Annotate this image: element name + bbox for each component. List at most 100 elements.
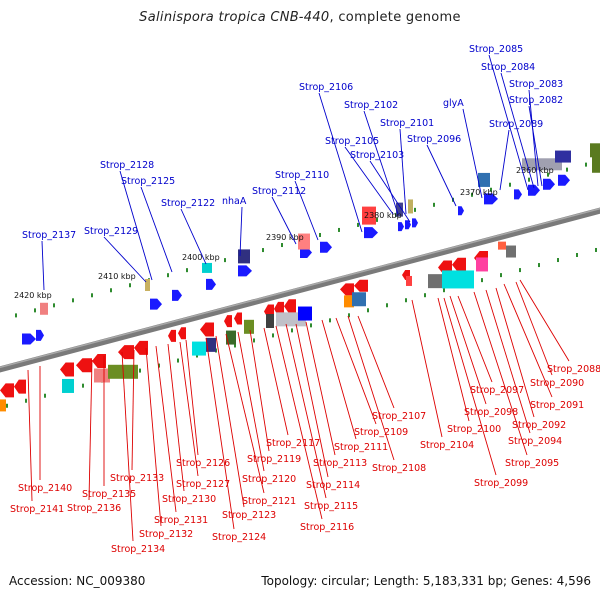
reverse-label-line <box>437 297 470 422</box>
feature-block <box>40 302 48 315</box>
reverse-label-line <box>347 315 395 461</box>
reverse-label-line <box>27 369 33 502</box>
forward-gene-arrow <box>206 278 216 290</box>
reverse-label-line <box>443 297 497 476</box>
feature-block <box>476 257 488 272</box>
reverse-tick <box>424 293 426 298</box>
feature-block <box>522 158 562 171</box>
forward-label-line <box>363 110 399 215</box>
forward-label-line <box>499 129 510 191</box>
forward-label-lines <box>41 54 543 291</box>
accession-label: Accession: <box>9 574 73 588</box>
reverse-gene-label: Strop_2133 <box>110 473 164 484</box>
reverse-gene-label: Strop_2090 <box>530 378 584 389</box>
gene-feature-blocks <box>0 143 600 412</box>
reverse-label-line <box>285 323 327 499</box>
forward-tick <box>319 232 321 237</box>
feature-block <box>145 279 150 292</box>
feature-block <box>62 378 74 393</box>
reverse-gene-label: Strop_2132 <box>139 529 193 540</box>
reverse-tick <box>329 318 331 323</box>
reverse-label-line <box>121 351 134 542</box>
reverse-label-line <box>225 333 265 494</box>
feature-block <box>244 319 254 334</box>
feature-block <box>408 199 413 214</box>
reverse-gene-arrow <box>224 315 232 328</box>
forward-gene-label: Strop_2137 <box>22 230 76 241</box>
reverse-label-line <box>485 289 531 434</box>
forward-gene-arrow <box>528 184 540 196</box>
reverse-gene-label: Strop_2136 <box>67 503 121 514</box>
forward-gene-arrow <box>150 298 162 310</box>
reverse-gene-arrow <box>178 327 186 340</box>
reverse-tick <box>139 368 141 373</box>
forward-label-line <box>140 186 173 273</box>
feature-block <box>478 172 490 187</box>
length-label: Length: <box>373 574 420 588</box>
forward-gene-arrow <box>22 333 36 345</box>
reverse-gene-label: Strop_2135 <box>82 489 136 500</box>
organism-name: Salinispora tropica CNB-440 <box>139 10 330 25</box>
reverse-tick <box>519 268 521 273</box>
genes-label: Genes: <box>510 574 553 588</box>
reverse-gene-label: Strop_2127 <box>176 479 230 490</box>
forward-gene-label: Strop_2102 <box>344 100 398 111</box>
forward-tick <box>566 167 568 172</box>
reverse-tick-marks <box>6 247 597 408</box>
reverse-gene-label: Strop_2114 <box>306 480 360 491</box>
forward-gene-label: Strop_2084 <box>481 62 535 73</box>
forward-tick <box>414 207 416 212</box>
forward-gene-arrow <box>36 329 44 341</box>
reverse-label-line <box>215 335 245 508</box>
accession-value: NC_009380 <box>76 574 146 588</box>
topology-value: circular <box>321 574 366 588</box>
reverse-tick <box>291 328 293 333</box>
feature-block <box>206 337 216 352</box>
forward-gene-label: Strop_2122 <box>161 198 215 209</box>
reverse-label-line <box>155 345 177 513</box>
reverse-label-line <box>145 347 162 527</box>
forward-gene-arrow <box>300 247 312 259</box>
reverse-label-line <box>357 315 395 409</box>
feature-block <box>362 206 376 225</box>
reverse-gene-label: Strop_2115 <box>304 501 358 512</box>
reverse-label-line <box>263 327 289 436</box>
reverse-tick <box>481 278 483 283</box>
forward-tick <box>433 202 435 207</box>
reverse-gene-label: Strop_2123 <box>222 510 276 521</box>
reverse-gene-arrow <box>354 279 368 292</box>
reverse-gene-label: Strop_2095 <box>505 458 559 469</box>
reverse-label-line <box>185 339 199 456</box>
feature-block <box>0 399 6 412</box>
reverse-tick <box>44 393 46 398</box>
reverse-gene-label: Strop_2131 <box>154 515 208 526</box>
reverse-label-line <box>503 283 553 398</box>
feature-block <box>94 368 110 383</box>
forward-label-line <box>41 240 45 291</box>
reverse-label-line <box>519 279 570 362</box>
forward-label-line <box>119 170 153 281</box>
reverse-tick <box>576 253 578 258</box>
forward-gene-label: Strop_2089 <box>489 119 543 130</box>
forward-tick <box>357 222 359 227</box>
reverse-tick <box>272 333 274 338</box>
forward-tick <box>376 217 378 222</box>
reverse-tick <box>82 383 84 388</box>
reverse-tick <box>443 288 445 293</box>
reverse-label-line <box>205 337 235 530</box>
reverse-gene-label: Strop_2097 <box>470 385 524 396</box>
forward-label-line <box>369 160 411 223</box>
reverse-tick <box>405 298 407 303</box>
forward-label-line <box>271 196 297 245</box>
forward-gene-label: Strop_2106 <box>299 82 353 93</box>
feature-block <box>506 245 516 258</box>
reverse-gene-labels: Strop_2088 Strop_2090 Strop_2091 Strop_2092… <box>10 364 600 555</box>
forward-tick <box>224 258 226 263</box>
forward-gene-label: Strop_2082 <box>509 95 563 106</box>
forward-gene-labels: Strop_2082 Strop_2083 Strop_2084 Strop_2085… <box>22 44 563 241</box>
reverse-tick <box>253 338 255 343</box>
forward-label-line <box>294 180 319 241</box>
forward-gene-arrow <box>320 241 332 253</box>
reverse-tick <box>310 323 312 328</box>
